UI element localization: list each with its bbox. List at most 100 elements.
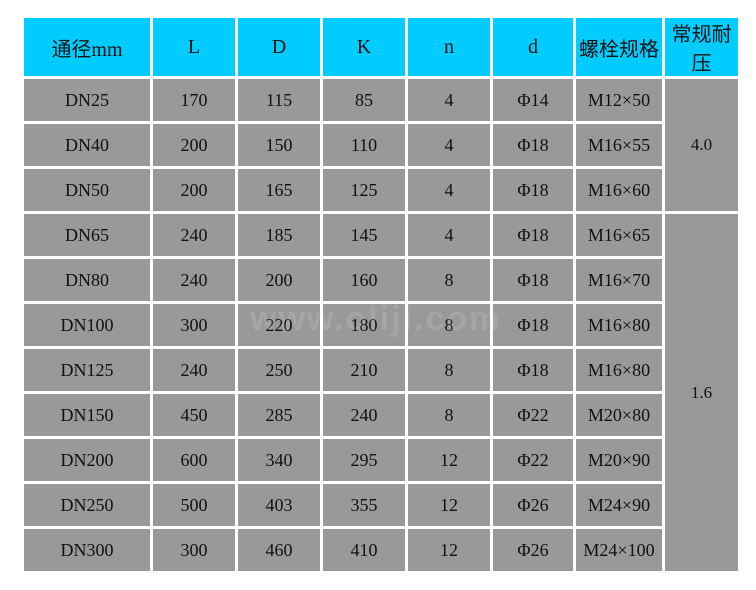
table-cell: 285 <box>238 394 320 436</box>
table-cell: 160 <box>323 259 405 301</box>
table-cell: M12×50 <box>576 79 662 121</box>
table-cell: 500 <box>153 484 235 526</box>
table-cell: 600 <box>153 439 235 481</box>
table-cell: 8 <box>408 349 490 391</box>
table-row: DN50 200 165 125 4 Φ18 M16×60 <box>24 169 738 211</box>
table-cell: 8 <box>408 394 490 436</box>
table-cell: 145 <box>323 214 405 256</box>
table-cell: 125 <box>323 169 405 211</box>
table-cell: 4 <box>408 124 490 166</box>
table-cell: Φ14 <box>493 79 573 121</box>
table-cell: 8 <box>408 259 490 301</box>
table-cell: M24×100 <box>576 529 662 571</box>
column-header: L <box>153 18 235 76</box>
pressure-cell: 4.0 <box>665 79 738 211</box>
column-header: n <box>408 18 490 76</box>
table-cell: 170 <box>153 79 235 121</box>
table-cell: M20×90 <box>576 439 662 481</box>
table-cell: 110 <box>323 124 405 166</box>
table-row: DN65 240 185 145 4 Φ18 M16×65 1.6 <box>24 214 738 571</box>
table-cell: 300 <box>153 529 235 571</box>
table-cell: Φ18 <box>493 124 573 166</box>
table-cell: 240 <box>153 259 235 301</box>
table-row: DN150 450 285 240 8 Φ22 M20×80 <box>24 394 738 436</box>
table-cell: 180 <box>323 304 405 346</box>
table-cell: 300 <box>153 304 235 346</box>
column-header: d <box>493 18 573 76</box>
table-cell: DN65 <box>24 214 150 256</box>
table-cell: 403 <box>238 484 320 526</box>
table-cell: Φ18 <box>493 214 573 256</box>
table-cell: 200 <box>238 259 320 301</box>
table-row: DN200 600 340 295 12 Φ22 M20×90 <box>24 439 738 481</box>
table-row: DN80 240 200 160 8 Φ18 M16×70 <box>24 259 738 301</box>
table-cell: DN300 <box>24 529 150 571</box>
table-cell: M20×80 <box>576 394 662 436</box>
column-header: D <box>238 18 320 76</box>
table-cell: Φ22 <box>493 394 573 436</box>
table-cell: 185 <box>238 214 320 256</box>
table-cell: M16×60 <box>576 169 662 211</box>
column-header: 螺栓规格 <box>576 18 662 76</box>
table-cell: DN40 <box>24 124 150 166</box>
table-cell: 200 <box>153 169 235 211</box>
table-cell: 12 <box>408 529 490 571</box>
table-cell: 250 <box>238 349 320 391</box>
table-cell: 4 <box>408 79 490 121</box>
table-cell: 210 <box>323 349 405 391</box>
table-cell: DN250 <box>24 484 150 526</box>
table-cell: 115 <box>238 79 320 121</box>
table-cell: 240 <box>153 349 235 391</box>
table-cell: DN50 <box>24 169 150 211</box>
table-cell: 220 <box>238 304 320 346</box>
table-cell: 8 <box>408 304 490 346</box>
table-cell: DN25 <box>24 79 150 121</box>
table-cell: 240 <box>153 214 235 256</box>
table-cell: M16×80 <box>576 304 662 346</box>
table-cell: Φ18 <box>493 304 573 346</box>
table-cell: DN150 <box>24 394 150 436</box>
table-cell: Φ26 <box>493 484 573 526</box>
table-row: DN250 500 403 355 12 Φ26 M24×90 <box>24 484 738 526</box>
column-header: 常规耐压 <box>665 18 738 76</box>
table-cell: M16×80 <box>576 349 662 391</box>
table-cell: 240 <box>323 394 405 436</box>
column-header: 通径mm <box>24 18 150 76</box>
table-cell: M16×65 <box>576 214 662 256</box>
table-cell: 295 <box>323 439 405 481</box>
table-cell: 85 <box>323 79 405 121</box>
table-cell: 12 <box>408 484 490 526</box>
column-header: K <box>323 18 405 76</box>
table-row: DN100 300 220 180 8 Φ18 M16×80 <box>24 304 738 346</box>
table-cell: DN125 <box>24 349 150 391</box>
table-cell: Φ18 <box>493 259 573 301</box>
table-cell: 450 <box>153 394 235 436</box>
table-cell: 150 <box>238 124 320 166</box>
table-cell: 4 <box>408 169 490 211</box>
table-cell: 165 <box>238 169 320 211</box>
table-cell: 4 <box>408 214 490 256</box>
table-cell: Φ18 <box>493 169 573 211</box>
table-cell: DN100 <box>24 304 150 346</box>
table-cell: M16×70 <box>576 259 662 301</box>
table-cell: Φ22 <box>493 439 573 481</box>
table-cell: DN80 <box>24 259 150 301</box>
table-row: DN300 300 460 410 12 Φ26 M24×100 <box>24 529 738 571</box>
table-cell: Φ26 <box>493 529 573 571</box>
table-cell: 340 <box>238 439 320 481</box>
table-cell: DN200 <box>24 439 150 481</box>
table-cell: 12 <box>408 439 490 481</box>
table-cell: 200 <box>153 124 235 166</box>
table-cell: Φ18 <box>493 349 573 391</box>
table-row: DN40 200 150 110 4 Φ18 M16×55 <box>24 124 738 166</box>
table-cell: M16×55 <box>576 124 662 166</box>
pressure-cell: 1.6 <box>665 214 738 571</box>
table-cell: 355 <box>323 484 405 526</box>
table-row: DN125 240 250 210 8 Φ18 M16×80 <box>24 349 738 391</box>
table-cell: 410 <box>323 529 405 571</box>
table-cell: M24×90 <box>576 484 662 526</box>
table-cell: 460 <box>238 529 320 571</box>
table-row: DN25 170 115 85 4 Φ14 M12×50 4.0 <box>24 79 738 211</box>
